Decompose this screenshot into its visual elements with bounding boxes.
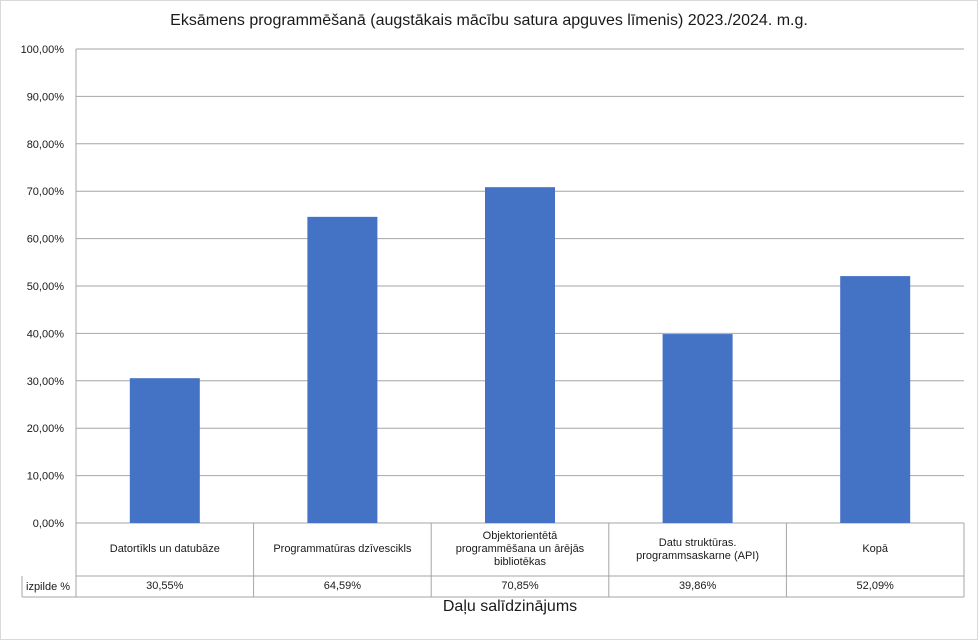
y-tick-labels: 0,00% 10,00% 20,00% 30,00% 40,00% 50,00% 60,00… — [21, 44, 65, 530]
category-label: Kopā — [862, 543, 889, 555]
table-row-label: izpilde % — [26, 580, 71, 593]
bar — [307, 216, 378, 524]
data-label: 30,55% — [146, 580, 184, 592]
y-tick-label: 100,00% — [21, 44, 65, 56]
bar — [129, 378, 200, 523]
category-label: Objektorientētā programmēšana un ārējās … — [455, 530, 585, 568]
chart-title: Eksāmens programmēšanā (augstākais mācīb… — [170, 12, 808, 29]
y-tick-label: 90,00% — [27, 91, 65, 103]
bar — [485, 187, 555, 523]
y-tick-label: 20,00% — [27, 423, 65, 435]
y-tick-label: 70,00% — [27, 186, 65, 198]
y-tick-label: 30,00% — [27, 376, 65, 388]
x-axis-title: Daļu salīdzinājums — [442, 598, 578, 615]
y-tick-label: 0,00% — [33, 518, 64, 530]
data-label: 39,86% — [678, 580, 717, 592]
data-label: 52,09% — [856, 580, 894, 592]
bars — [129, 187, 911, 524]
y-tick-label: 60,00% — [27, 234, 65, 246]
data-label: 70,85% — [501, 580, 539, 592]
bar — [662, 334, 733, 523]
data-label: 64,59% — [323, 580, 362, 592]
y-tick-label: 80,00% — [27, 139, 65, 151]
y-tick-label: 50,00% — [27, 281, 65, 293]
category-label: Datu struktūras. programmsaskarne (API) — [636, 536, 760, 562]
y-tick-label: 40,00% — [27, 328, 65, 340]
y-tick-label: 10,00% — [27, 471, 65, 483]
category-label: Programmatūras dzīvescikls — [273, 543, 412, 555]
category-label: Datortīkls un datubāze — [109, 543, 220, 555]
bar — [840, 276, 911, 523]
data-table-lines — [21, 523, 965, 598]
